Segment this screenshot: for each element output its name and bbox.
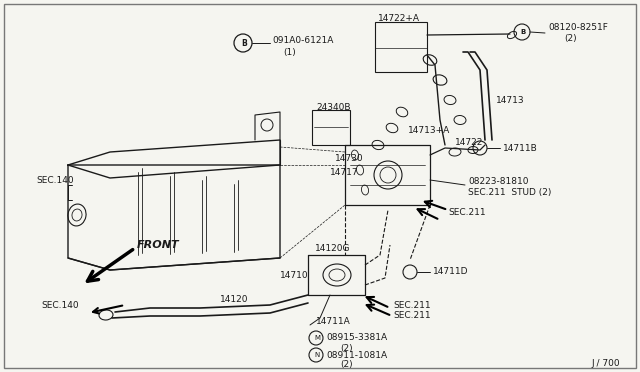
Text: M: M [314,335,320,341]
Text: (2): (2) [340,344,353,353]
Text: 14711A: 14711A [316,317,351,327]
Text: 14722: 14722 [455,138,483,147]
Text: 08911-1081A: 08911-1081A [326,350,387,359]
Text: 14711D: 14711D [433,267,468,276]
Text: SEC.211: SEC.211 [393,311,431,321]
Text: SEC.211  STUD (2): SEC.211 STUD (2) [468,187,552,196]
Text: 14120G: 14120G [315,244,351,253]
Text: 14730: 14730 [335,154,364,163]
Text: 14713: 14713 [496,96,525,105]
Text: 14711B: 14711B [503,144,538,153]
Text: 08915-3381A: 08915-3381A [326,334,387,343]
Text: SEC.211: SEC.211 [393,301,431,311]
Text: J / 700: J / 700 [591,359,620,368]
Text: SEC.211: SEC.211 [448,208,486,217]
Text: SEC.140: SEC.140 [41,301,79,310]
Bar [312,110,350,145]
Text: N: N [314,352,319,358]
Bar [375,22,427,72]
Text: 08223-81810: 08223-81810 [468,176,529,186]
Text: (2): (2) [564,33,577,42]
Text: 14713+A: 14713+A [408,125,451,135]
Text: 091A0-6121A: 091A0-6121A [272,35,333,45]
Text: 14717: 14717 [330,167,358,176]
Text: SEC.140: SEC.140 [36,176,74,185]
Text: (1): (1) [283,48,296,57]
Text: 14710: 14710 [280,270,308,279]
Text: 08120-8251F: 08120-8251F [548,22,608,32]
Text: 14120: 14120 [220,295,248,305]
Text: (2): (2) [340,359,353,369]
Text: 14722+A: 14722+A [378,13,420,22]
Text: B: B [241,38,247,48]
Text: B: B [520,29,525,35]
Text: 24340B: 24340B [316,103,351,112]
Text: FRONT: FRONT [137,240,180,250]
